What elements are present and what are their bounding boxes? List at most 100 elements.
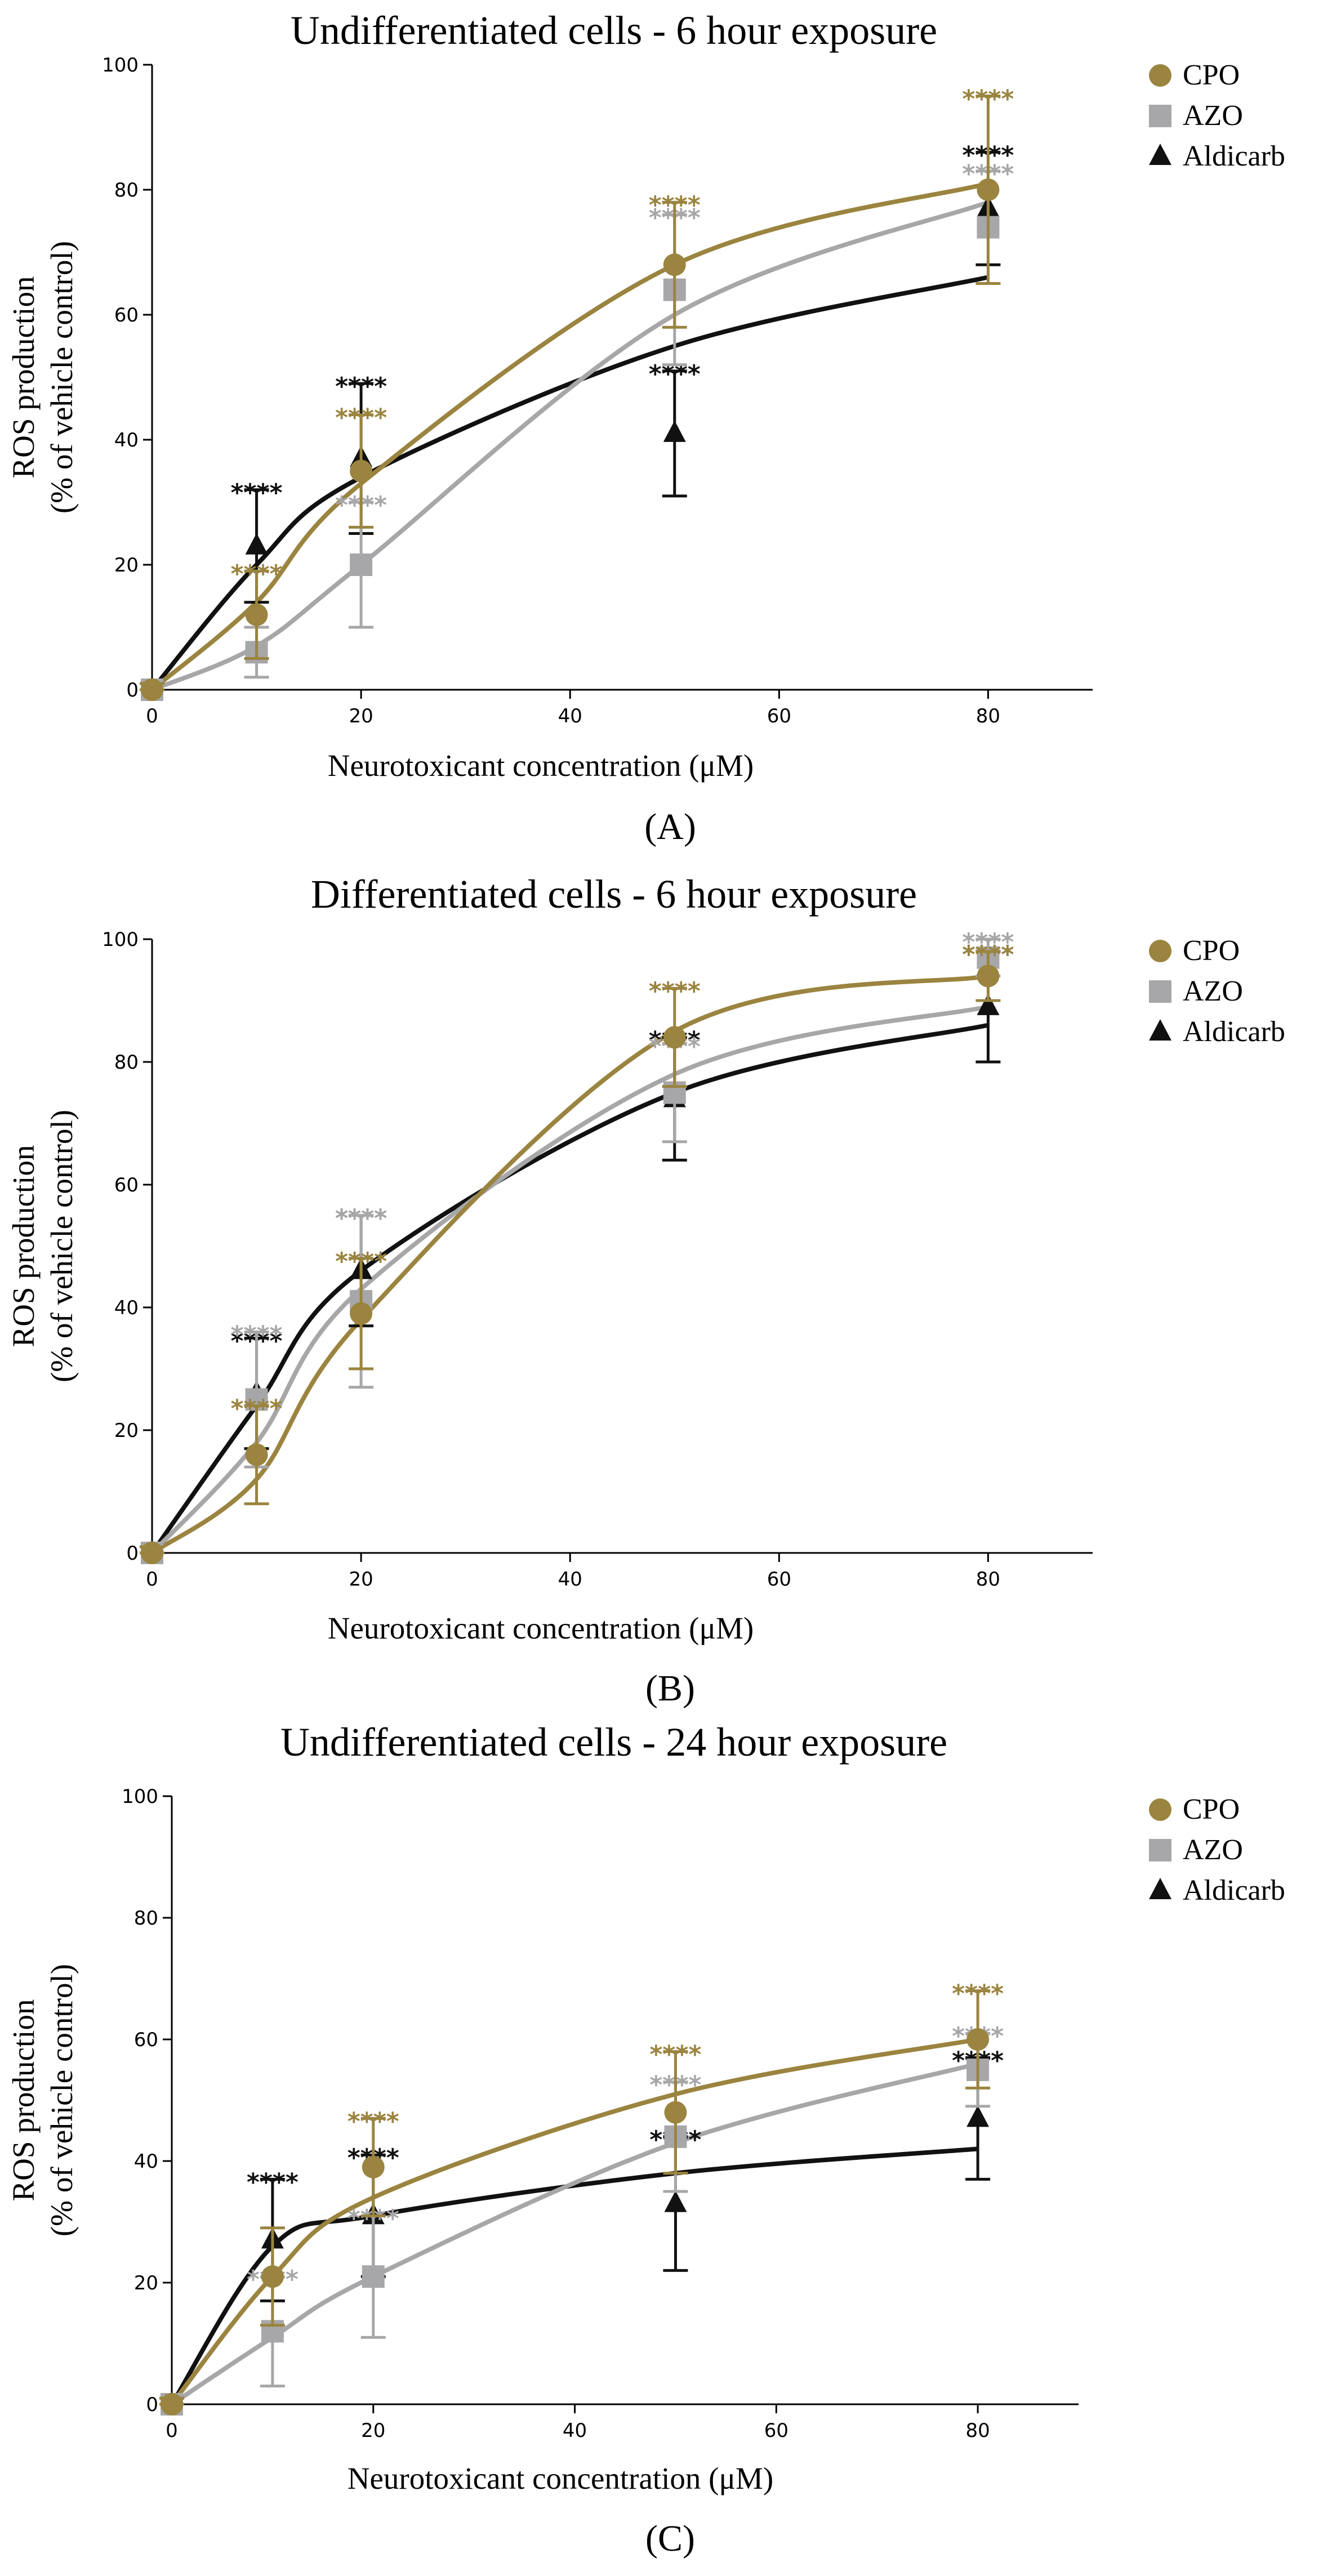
panel-a-x-tick-label: 40: [558, 705, 582, 727]
panel-b-significance-azo: ****: [335, 1204, 387, 1233]
panel-a-y-label: ROS production (% of vehicle control): [6, 241, 79, 514]
panel-a-x-tick-label: 20: [349, 705, 373, 727]
panel-a-significance-cpo: ****: [649, 191, 701, 220]
panel-a-fit-cpo: [150, 181, 989, 692]
panel-a-legend-marker-aldicarb: [1149, 144, 1171, 165]
panel-c-point-aldicarb: [664, 2190, 687, 2212]
panel-c-point-cpo: [161, 2393, 183, 2416]
panel-b-legend-label-azo: AZO: [1183, 975, 1243, 1007]
panel-c-significance-cpo: ****: [952, 1980, 1004, 2008]
panel-a-y-label-line: ROS production: [6, 276, 41, 478]
panel-c-y-tick-label: 60: [134, 2029, 158, 2051]
panel-a-point-cpo: [663, 253, 686, 276]
panel-c-x-tick-label: 60: [764, 2419, 788, 2442]
panel-b-y-label-line: ROS production: [6, 1145, 41, 1347]
panel-c-x-tick-label: 80: [965, 2419, 990, 2442]
panel-b-fit-aldicarb: [150, 1023, 989, 1555]
panel-c-point-cpo: [261, 2265, 284, 2288]
panel-a-fit-azo: [151, 200, 989, 692]
panel-b-legend-label-cpo: CPO: [1183, 935, 1240, 967]
panel-c-point-cpo: [664, 2101, 687, 2124]
panel-c-legend-label-aldicarb: Aldicarb: [1183, 1874, 1285, 1907]
panel-b-y-tick-label: 0: [126, 1542, 139, 1565]
panel-c-x-tick-label: 0: [166, 2419, 178, 2442]
panel-a-x-tick-label: 60: [767, 705, 791, 727]
panel-c-legend-marker-azo: [1149, 1839, 1171, 1861]
panel-a-y-tick-label: 0: [126, 679, 139, 702]
panel-c-y-tick-label: 40: [134, 2150, 158, 2173]
panel-a-y-tick-label: 20: [114, 554, 139, 577]
panel-c-x-tick-label: 40: [563, 2419, 587, 2442]
panel-a-y-tick-label: 60: [114, 304, 139, 327]
panel-c-fit-cpo: [170, 2037, 978, 2406]
panel-c-point-cpo: [966, 2028, 990, 2051]
panel-c-legend-marker-cpo: [1149, 1798, 1171, 1821]
panel-c-point-aldicarb: [966, 2105, 990, 2127]
panel-c-y-label: ROS production (% of vehicle control): [6, 1964, 79, 2236]
panel-b-y-label: ROS production (% of vehicle control): [6, 1110, 79, 1382]
panel-a-point-cpo: [977, 178, 1000, 201]
panel-c-y-tick-label: 0: [146, 2394, 158, 2416]
panel-b-fit-azo: [150, 1004, 989, 1555]
panel-b-x-tick-label: 0: [146, 1568, 158, 1591]
panel-a-legend-label-azo: AZO: [1183, 100, 1243, 132]
panel-b-x-label: Neurotoxicant concentration (μM): [328, 1611, 754, 1645]
panel-b-y-tick-label: 60: [114, 1174, 139, 1197]
panel-b-point-aldicarb: [977, 993, 1000, 1015]
panel-c-significance-cpo: ****: [347, 2107, 399, 2136]
panel-c-legend-label-azo: AZO: [1183, 1834, 1243, 1866]
panel-c-significance-aldicarb: ****: [247, 2168, 299, 2196]
panel-a-significance-aldicarb: ****: [231, 479, 283, 507]
panel-a-point-aldicarb: [245, 533, 268, 555]
panel-b-y-label-line: (% of vehicle control): [44, 1110, 79, 1382]
panel-a-letter: (A): [644, 806, 696, 847]
panel-b-fit-cpo: [150, 974, 989, 1555]
panel-a-point-azo: [350, 553, 373, 576]
panel-c-point-azo: [362, 2265, 385, 2288]
panel-c-y-tick-label: 20: [134, 2272, 158, 2294]
panel-a-significance-cpo: ****: [335, 404, 387, 432]
panel-b-point-cpo: [663, 1026, 686, 1049]
panel-a-legend-label-aldicarb: Aldicarb: [1183, 140, 1285, 172]
panel-a-point-aldicarb: [663, 420, 686, 442]
panel-a-title: Undifferentiated cells - 6 hour exposure: [291, 8, 937, 53]
panel-b-y-tick-label: 40: [114, 1297, 139, 1319]
panel-a-legend-marker-azo: [1149, 105, 1171, 127]
panel-a-significance-cpo: ****: [962, 85, 1014, 114]
panel-b-significance-cpo: ****: [962, 940, 1014, 969]
panel-c-letter: (C): [645, 2518, 695, 2559]
panel-a-y-tick-label: 40: [114, 429, 139, 452]
panel-b-x-tick-label: 60: [767, 1568, 791, 1591]
panel-a-x-tick-label: 80: [976, 705, 1000, 727]
panel-c-y-tick-label: 80: [134, 1907, 158, 1930]
panel-b-point-cpo: [245, 1443, 268, 1466]
panel-b-significance-azo: ****: [231, 1321, 283, 1350]
panel-a-x-label: Neurotoxicant concentration (μM): [328, 748, 754, 783]
panel-c-legend-label-cpo: CPO: [1183, 1793, 1240, 1825]
panel-b-x-tick-label: 80: [976, 1568, 1000, 1591]
panel-b-point-cpo: [141, 1542, 163, 1564]
panel-b: Differentiated cells - 6 hour exposure 0 2…: [6, 872, 1285, 1709]
panel-a-fit-aldicarb: [150, 275, 989, 691]
panel-b-point-cpo: [977, 965, 1000, 988]
panel-a: Undifferentiated cells - 6 hour exposure…: [6, 8, 1285, 847]
panel-b-y-tick-label: 80: [114, 1051, 139, 1074]
panel-a-significance-aldicarb: ****: [335, 372, 387, 401]
panel-c-point-cpo: [362, 2155, 385, 2178]
panel-c-title: Undifferentiated cells - 24 hour exposur…: [280, 1720, 947, 1765]
panel-b-y-tick-label: 20: [114, 1419, 139, 1442]
panel-a-legend-label-cpo: CPO: [1183, 59, 1240, 91]
panel-b-significance-cpo: ****: [231, 1394, 283, 1423]
panel-a-y-tick-label: 80: [114, 179, 139, 202]
panel-b-point-cpo: [350, 1302, 373, 1325]
panel-c-y-label-line: ROS production: [6, 1999, 41, 2201]
panel-c-fit-azo: [170, 2061, 979, 2407]
panel-a-significance-cpo: ****: [231, 560, 283, 588]
panel-b-legend-label-aldicarb: Aldicarb: [1183, 1016, 1285, 1048]
panel-c-fit-aldicarb: [170, 2146, 978, 2406]
panel-b-significance-cpo: ****: [335, 1247, 387, 1276]
panel-b-significance-cpo: ****: [649, 977, 701, 1006]
panel-b-y-tick-label: 100: [102, 928, 139, 951]
panel-b-legend-marker-azo: [1149, 980, 1171, 1003]
